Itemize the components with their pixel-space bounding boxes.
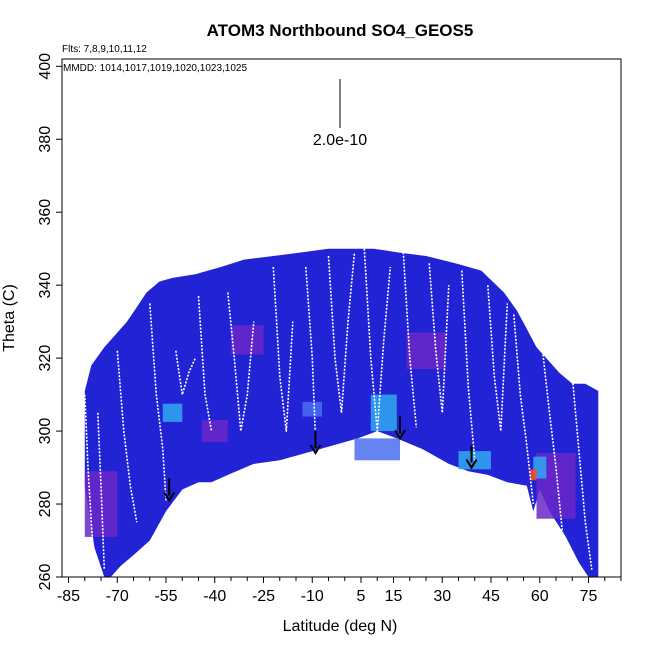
flight-track-4 (175, 350, 197, 396)
concentration-patch-3 (354, 438, 400, 461)
y-tick-label-1: 280 (37, 491, 54, 518)
x-tick-label-9: 45 (482, 588, 500, 605)
y-axis: 260 280 300 320 340 360 380 400 (37, 53, 62, 591)
x-tick-label-11: 75 (580, 588, 598, 605)
flight-track-6 (227, 292, 255, 432)
flight-track-11 (402, 252, 418, 428)
flight-track-8 (305, 266, 317, 439)
concentration-patch-10 (406, 332, 446, 370)
flight-track-17 (571, 376, 593, 570)
dates-note: MMDD: 1014,1017,1019,1020,1023,1025 (63, 63, 247, 74)
concentration-patch-8 (533, 456, 547, 479)
x-tick-label-3: -40 (203, 588, 226, 605)
flight-track-7 (272, 266, 294, 432)
x-tick-label-8: 30 (433, 588, 451, 605)
x-tick-label-7: 15 (385, 588, 403, 605)
x-tick-label-5: -10 (301, 588, 324, 605)
y-axis-label: Theta (C) (1, 284, 18, 352)
y-tick-label-6: 380 (37, 126, 54, 153)
flight-track-16 (542, 354, 564, 534)
chart-title: ATOM3 Northbound SO4_GEOS5 (207, 21, 474, 40)
x-tick-label-10: 60 (531, 588, 549, 605)
x-tick-label-0: -85 (57, 588, 80, 605)
flights-note: Flts: 7,8,9,10,11,12 (62, 44, 147, 55)
arrow-head-1 (309, 444, 322, 455)
concentration-patch-9 (530, 469, 537, 481)
concentration-patch-1 (302, 401, 322, 417)
curtain-area (84, 248, 599, 577)
data-layer (84, 248, 599, 577)
plot-frame (61, 58, 622, 578)
x-tick-label-6: 5 (357, 588, 366, 605)
flight-track-9 (327, 252, 356, 414)
y-tick-label-4: 340 (37, 272, 54, 299)
y-tick-label-3: 320 (37, 345, 54, 372)
flight-track-13 (461, 270, 476, 461)
x-tick-label-2: -55 (154, 588, 177, 605)
y-tick-label-5: 360 (37, 199, 54, 226)
arrow-head-3 (465, 459, 478, 470)
scale-bar-label: 2.0e-10 (313, 132, 367, 149)
concentration-patch-5 (201, 420, 228, 442)
arrow-head-0 (163, 491, 176, 503)
flight-track-10 (363, 248, 392, 432)
flight-track-2 (116, 350, 138, 523)
x-axis-label: Latitude (deg N) (283, 618, 398, 635)
flight-track-12 (428, 263, 450, 414)
x-axis: -85 -70 -55 -40 -25 -10 5 15 30 45 60 75 (57, 577, 622, 605)
y-tick-label-7: 400 (37, 53, 54, 80)
y-tick-label-2: 300 (37, 418, 54, 445)
flight-track-0 (84, 394, 96, 570)
concentration-patch-11 (231, 325, 264, 355)
x-tick-label-4: -25 (252, 588, 275, 605)
flight-track-5 (197, 296, 213, 432)
concentration-patch-0 (162, 403, 183, 422)
flight-track-14 (487, 285, 509, 432)
flight-track-15 (513, 314, 535, 505)
y-tick-label-0: 260 (37, 564, 54, 591)
arrow-head-2 (394, 429, 406, 441)
x-tick-label-1: -70 (106, 588, 129, 605)
flight-track-3 (149, 303, 167, 501)
